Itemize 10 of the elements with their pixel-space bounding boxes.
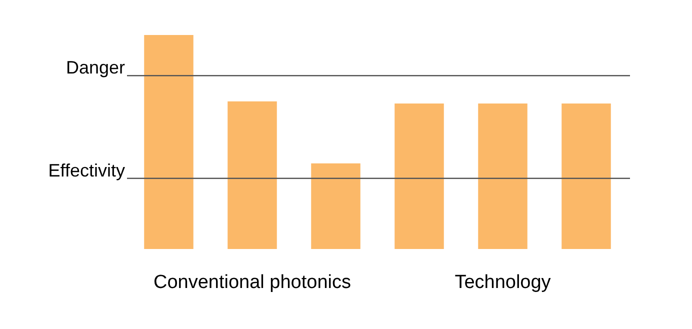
bar bbox=[562, 103, 611, 249]
bar bbox=[394, 103, 444, 249]
ref-line-label: Effectivity bbox=[48, 160, 125, 180]
bar bbox=[144, 35, 194, 249]
bar bbox=[311, 163, 360, 249]
text: Conventional photonics bbox=[153, 272, 352, 294]
bar bbox=[478, 103, 528, 249]
ref-line-label: Danger bbox=[66, 58, 125, 78]
text: Technology bbox=[454, 272, 552, 294]
bar bbox=[228, 101, 277, 249]
